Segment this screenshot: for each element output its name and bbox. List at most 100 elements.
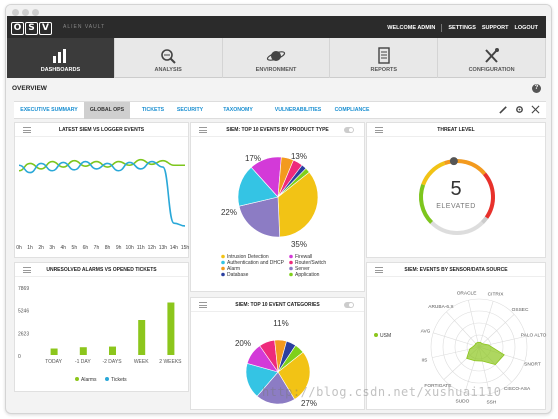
x-tick-label: 13h (159, 245, 168, 251)
nav-dashboards[interactable]: DASHBOARDS (7, 38, 115, 78)
gear-icon[interactable] (515, 105, 524, 114)
x-tick-label: 9h (116, 245, 122, 251)
tab-security[interactable]: SECURITY (176, 107, 204, 113)
radar-ring-1 (454, 322, 504, 372)
expand-icon[interactable] (531, 105, 540, 114)
x-tick-label: 6h (83, 245, 89, 251)
pie-slice-7 (277, 344, 304, 373)
nav-analysis[interactable]: ANALYSIS (115, 38, 223, 78)
panel-event-categories: SIEM: TOP 10 EVENT CATEGORIES 11% 20% 27% (190, 297, 365, 410)
panel-menu-icon[interactable] (23, 127, 31, 133)
radar-axis-label: SUDO (456, 398, 470, 404)
panel-sensor-source: SIEM: EVENTS BY SENSOR/DATA SOURCE CITRI… (366, 262, 547, 410)
gauge-segment-4 (481, 216, 489, 224)
close-dot[interactable] (12, 9, 19, 16)
support-link[interactable]: SUPPORT (481, 25, 509, 31)
pie-percent-label: 13% (291, 152, 307, 161)
panel-latest-events: LATEST SIEM VS LOGGER EVENTS 0h 1h 2h 3h 4h 5… (14, 122, 189, 258)
panel-title: SIEM: TOP 10 EVENTS BY PRODUCT TYPE (226, 127, 329, 133)
pie-percent-label: 11% (273, 319, 288, 328)
x-tick-label: 8h (105, 245, 111, 251)
welcome-text: WELCOME ADMIN (387, 25, 436, 31)
tab-tickets[interactable]: TICKETS (141, 107, 165, 113)
x-tick-label: 7h (94, 245, 100, 251)
nav-configuration[interactable]: CONFIGURATION (438, 38, 546, 78)
nav-label: DASHBOARDS (40, 67, 81, 73)
bar-chart: 7869 5246 2623 0 TODAY -1 DAY -2 DAYS WEEK 2 WEE… (18, 286, 182, 383)
tab-taxonomy[interactable]: TAXONOMY (223, 107, 253, 113)
help-icon[interactable]: ? (532, 84, 541, 93)
legend-swatch (289, 272, 293, 277)
legend-label: Intrusion Detection (227, 254, 269, 260)
gauge-marker (449, 157, 458, 166)
document-icon (378, 47, 390, 64)
panel-menu-icon[interactable] (375, 127, 383, 133)
tab-vulnerabilities[interactable]: VULNERABILITIES (274, 107, 322, 113)
nav-reports[interactable]: REPORTS (330, 38, 439, 78)
panel-toggle[interactable] (344, 127, 354, 133)
x-tick-label: -1 DAY (75, 359, 91, 365)
nav-environment[interactable]: ENVIRONMENT (223, 38, 331, 78)
panel-menu-icon[interactable] (199, 127, 207, 133)
watermark-text: http://blog.csdn.net/xushuai110 (262, 385, 502, 399)
legend-swatch (289, 260, 293, 265)
legend-swatch (221, 266, 225, 271)
tab-global-ops[interactable]: GLOBAL OPS (84, 102, 130, 119)
pie-slice-0 (277, 171, 319, 238)
panel-menu-icon[interactable] (23, 267, 31, 273)
maximize-dot[interactable] (32, 9, 39, 16)
panel-title: LATEST SIEM VS LOGGER EVENTS (58, 127, 145, 133)
x-tick-label: 11h (137, 245, 145, 251)
panel-toggle[interactable] (344, 302, 354, 308)
bar-alarms (109, 346, 116, 355)
tab-executive-summary[interactable]: EXECUTIVE SUMMARY (20, 107, 78, 113)
bar-alarms (50, 348, 58, 355)
pie-chart-categories: 11% 20% 27% (235, 319, 317, 408)
radar-spoke (433, 332, 480, 348)
minimize-dot[interactable] (22, 9, 29, 16)
x-tick-label: 12h (148, 245, 157, 251)
threat-gauge (419, 157, 495, 235)
bar-alarms (79, 347, 87, 355)
legend-label: Tickets (111, 377, 127, 383)
logout-link[interactable]: LOGOUT (514, 25, 538, 31)
radar-spoke (468, 300, 480, 348)
x-tick-label: 2h (38, 245, 44, 251)
radar-axis-label: OSSEC (512, 307, 529, 313)
legend-label: Authentication and DHCP (227, 260, 285, 266)
radar-ring-2 (442, 310, 516, 384)
x-tick-label: 0h (16, 245, 22, 251)
radar-axis-label: AVG (421, 328, 431, 334)
x-tick-label: -2 DAYS (102, 359, 122, 365)
tools-icon (484, 48, 499, 63)
line-series-0 (18, 158, 185, 172)
y-tick-label: 2623 (18, 331, 29, 337)
logo-text: ALIEN VAULT (63, 24, 106, 30)
panel-menu-icon[interactable] (375, 267, 383, 273)
x-tick-label: 3h (49, 245, 55, 251)
main-nav: DASHBOARDS ANALYSIS ENVIRONMENT REPORTS … (7, 38, 546, 78)
radar-axis-label: CITRIX (488, 292, 505, 298)
radar-axis-label: CISCO-ASA (504, 386, 531, 392)
overview-bar: OVERVIEW ? (7, 80, 546, 98)
panel-title: THREAT LEVEL (437, 127, 475, 133)
gauge-segment-0 (419, 184, 434, 224)
x-tick-label: 4h (60, 245, 66, 251)
panel-menu-icon[interactable] (199, 302, 207, 308)
radar-ring-3 (430, 298, 528, 396)
panel-title: UNRESOLVED ALARMS VS OPENED TICKETS (46, 267, 157, 273)
pie-slice-2 (237, 166, 279, 207)
pie-percent-label: 27% (301, 399, 317, 408)
x-tick-label: 2 WEEKS (159, 359, 182, 365)
legend-label: Router/Switch (295, 260, 326, 266)
settings-link[interactable]: SETTINGS (448, 25, 476, 31)
panel-alarms-tickets: UNRESOLVED ALARMS VS OPENED TICKETS 7869… (14, 262, 189, 392)
radar-axis-label: SNORT (524, 362, 541, 368)
legend-swatch (374, 333, 378, 337)
y-tick-label: 7869 (18, 286, 29, 292)
tab-compliance[interactable]: COMPLIANCE (334, 107, 370, 113)
pencil-icon[interactable] (499, 105, 508, 114)
legend-swatch (221, 272, 225, 277)
